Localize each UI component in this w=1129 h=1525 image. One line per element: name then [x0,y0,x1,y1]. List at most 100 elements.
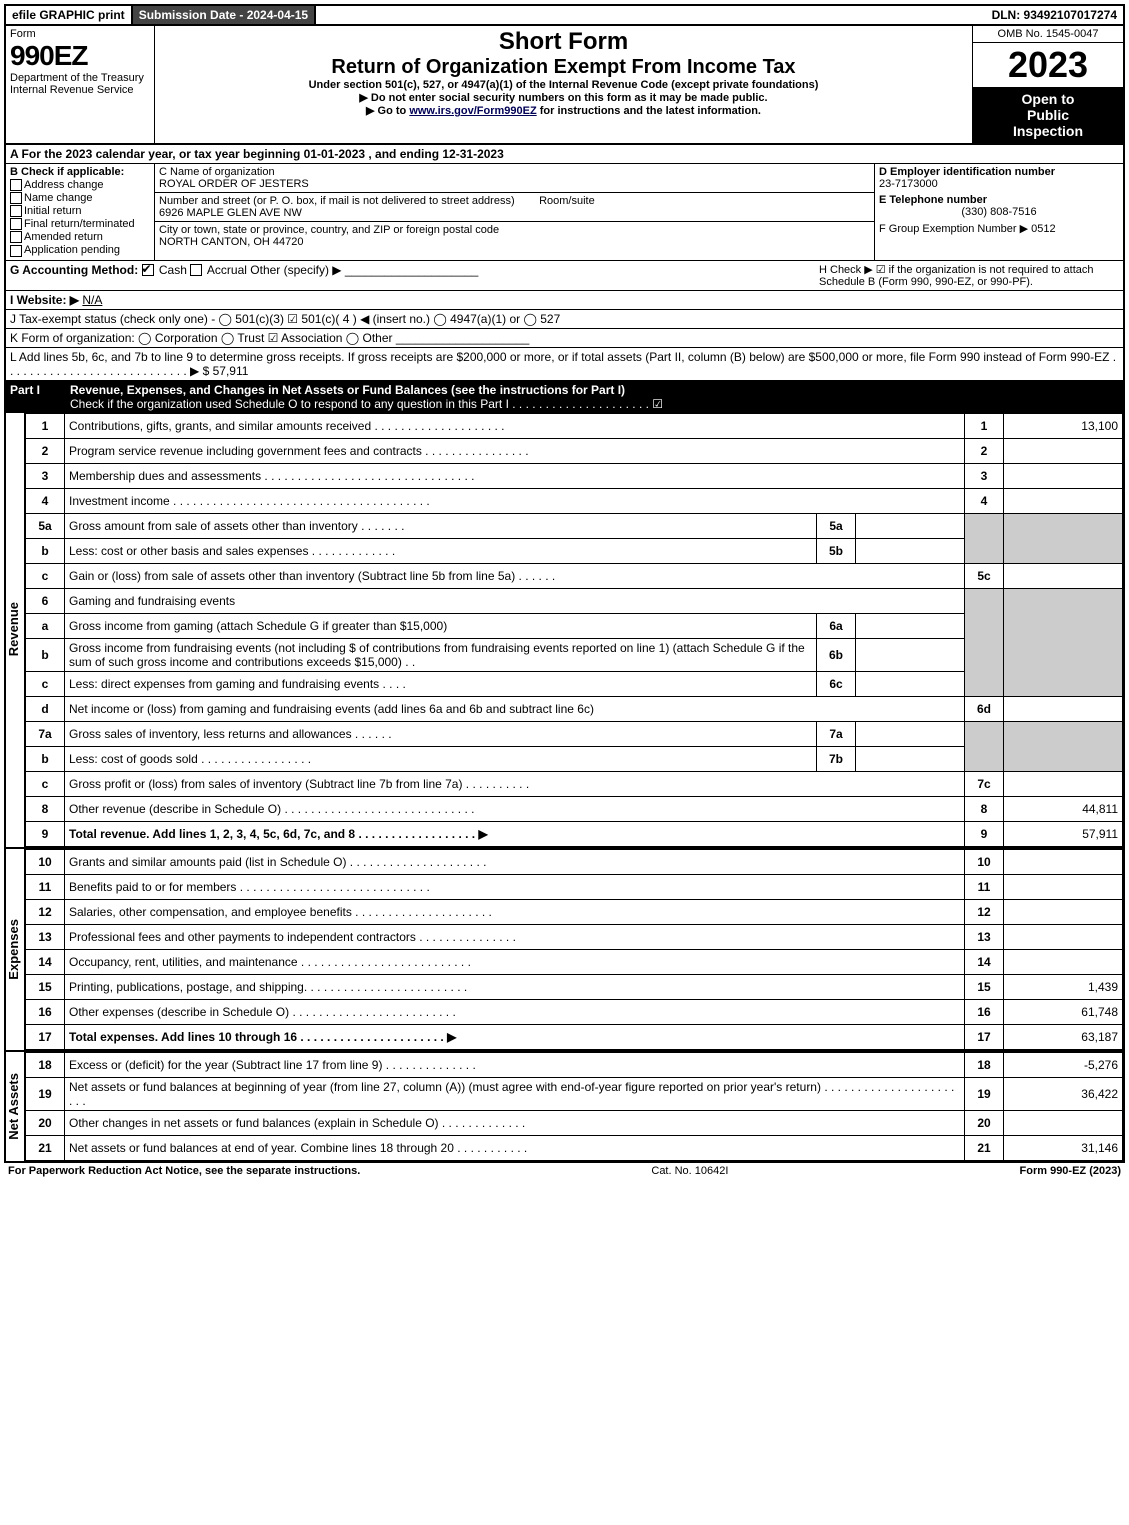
dln: DLN: 93492107017274 [986,6,1123,24]
k-form-org: K Form of organization: ◯ Corporation ◯ … [10,331,393,345]
submission-date: Submission Date - 2024-04-15 [133,6,316,24]
org-name: ROYAL ORDER OF JESTERS [159,178,309,190]
goto-note: ▶ Go to www.irs.gov/Form990EZ for instru… [159,104,968,117]
ein-block: D Employer identification number 23-7173… [879,166,1119,190]
form-header: Form 990EZ Department of the Treasury In… [4,26,1125,145]
line-17: Total expenses. Add lines 10 through 16 … [65,1024,965,1049]
website: N/A [82,293,102,307]
j-tax-exempt: J Tax-exempt status (check only one) - ◯… [10,312,560,326]
cb-application-pending[interactable]: Application pending [10,244,150,256]
line-8: Other revenue (describe in Schedule O) .… [65,796,965,821]
city: NORTH CANTON, OH 44720 [159,236,303,248]
info-grid: B Check if applicable: Address change Na… [4,164,1125,261]
title-short: Short Form [159,28,968,56]
row-i: I Website: ▶ N/A [4,291,1125,310]
org-name-cell: C Name of organization ROYAL ORDER OF JE… [155,164,874,193]
open-public: Open to Public Inspection [973,87,1123,143]
line-1: Contributions, gifts, grants, and simila… [65,413,965,438]
irs-link[interactable]: www.irs.gov/Form990EZ [409,105,536,117]
street: 6926 MAPLE GLEN AVE NW [159,207,302,219]
line-5b: Less: cost or other basis and sales expe… [65,538,817,563]
part1-header: Part I Revenue, Expenses, and Changes in… [4,381,1125,413]
row-a-period: A For the 2023 calendar year, or tax yea… [4,145,1125,164]
line-12: Salaries, other compensation, and employ… [65,899,965,924]
line-7c: Gross profit or (loss) from sales of inv… [65,771,965,796]
phone: (330) 808-7516 [879,206,1119,218]
line-20: Other changes in net assets or fund bala… [65,1110,965,1135]
b-label: B Check if applicable: [10,166,124,178]
paperwork-notice: For Paperwork Reduction Act Notice, see … [8,1165,360,1177]
line-19: Net assets or fund balances at beginning… [65,1077,965,1110]
part1-label: Part I [10,383,70,411]
vert-net-assets: Net Assets [6,1052,25,1161]
line-15: Printing, publications, postage, and shi… [65,974,965,999]
line-3: Membership dues and assessments . . . . … [65,463,965,488]
omb-number: OMB No. 1545-0047 [973,26,1123,43]
cb-name-change[interactable]: Name change [10,192,150,204]
line-6: Gaming and fundraising events [65,588,965,613]
cb-final-return[interactable]: Final return/terminated [10,218,150,230]
g-accounting: G Accounting Method: Cash Accrual Other … [10,263,478,288]
line-9: Total revenue. Add lines 1, 2, 3, 4, 5c,… [65,821,965,846]
line-21-val: 31,146 [1004,1135,1123,1160]
line-1-val: 13,100 [1004,413,1123,438]
line-6d: Net income or (loss) from gaming and fun… [65,696,965,721]
cb-accrual[interactable] [190,264,202,276]
line-18-val: -5,276 [1004,1052,1123,1077]
i-label: I Website: ▶ [10,293,79,307]
line-16-val: 61,748 [1004,999,1123,1024]
header-center: Short Form Return of Organization Exempt… [155,26,972,143]
cb-amended-return[interactable]: Amended return [10,231,150,243]
subtitle: Under section 501(c), 527, or 4947(a)(1)… [159,79,968,91]
line-4: Investment income . . . . . . . . . . . … [65,488,965,513]
revenue-table: 1Contributions, gifts, grants, and simil… [25,413,1123,847]
line-8-val: 44,811 [1004,796,1123,821]
form-label: Form [10,28,150,40]
col-cde: C Name of organization ROYAL ORDER OF JE… [155,164,1123,260]
cb-initial-return[interactable]: Initial return [10,205,150,217]
line-17-val: 63,187 [1004,1024,1123,1049]
line-21: Net assets or fund balances at end of ye… [65,1135,965,1160]
line-13: Professional fees and other payments to … [65,924,965,949]
col-def: D Employer identification number 23-7173… [875,164,1123,260]
line-6c: Less: direct expenses from gaming and fu… [65,671,817,696]
col-c: C Name of organization ROYAL ORDER OF JE… [155,164,875,260]
line-6b: Gross income from fundraising events (no… [65,638,817,671]
top-bar: efile GRAPHIC print Submission Date - 20… [4,4,1125,26]
line-7a: Gross sales of inventory, less returns a… [65,721,817,746]
header-left: Form 990EZ Department of the Treasury In… [6,26,155,143]
h-schedule-b: H Check ▶ ☑ if the organization is not r… [819,263,1099,288]
expenses-table: 10Grants and similar amounts paid (list … [25,849,1123,1050]
vert-revenue: Revenue [6,413,25,847]
line-5c: Gain or (loss) from sale of assets other… [65,563,965,588]
row-g-h: G Accounting Method: Cash Accrual Other … [4,261,1125,291]
col-b-checkboxes: B Check if applicable: Address change Na… [6,164,155,260]
title-main: Return of Organization Exempt From Incom… [159,56,968,79]
expenses-block: Expenses 10Grants and similar amounts pa… [4,849,1125,1052]
page-footer: For Paperwork Reduction Act Notice, see … [4,1163,1125,1179]
line-2: Program service revenue including govern… [65,438,965,463]
header-right: OMB No. 1545-0047 2023 Open to Public In… [972,26,1123,143]
group-exemption: F Group Exemption Number ▶ 0512 [879,222,1119,235]
ssn-note: ▶ Do not enter social security numbers o… [159,91,968,104]
vert-expenses: Expenses [6,849,25,1050]
efile-print[interactable]: efile GRAPHIC print [6,6,133,24]
line-10: Grants and similar amounts paid (list in… [65,849,965,874]
line-14: Occupancy, rent, utilities, and maintena… [65,949,965,974]
phone-block: E Telephone number (330) 808-7516 [879,194,1119,218]
row-l: L Add lines 5b, 6c, and 7b to line 9 to … [4,348,1125,381]
cat-no: Cat. No. 10642I [651,1165,728,1177]
ein: 23-7173000 [879,178,938,190]
cb-address-change[interactable]: Address change [10,179,150,191]
street-cell: Number and street (or P. O. box, if mail… [155,193,874,222]
cb-cash[interactable] [142,264,154,276]
line-16: Other expenses (describe in Schedule O) … [65,999,965,1024]
city-cell: City or town, state or province, country… [155,222,874,250]
net-assets-table: 18Excess or (deficit) for the year (Subt… [25,1052,1123,1161]
line-6a: Gross income from gaming (attach Schedul… [65,613,817,638]
revenue-block: Revenue 1Contributions, gifts, grants, a… [4,413,1125,849]
row-k: K Form of organization: ◯ Corporation ◯ … [4,329,1125,348]
tax-year: 2023 [973,43,1123,87]
line-9-val: 57,911 [1004,821,1123,846]
line-7b: Less: cost of goods sold . . . . . . . .… [65,746,817,771]
